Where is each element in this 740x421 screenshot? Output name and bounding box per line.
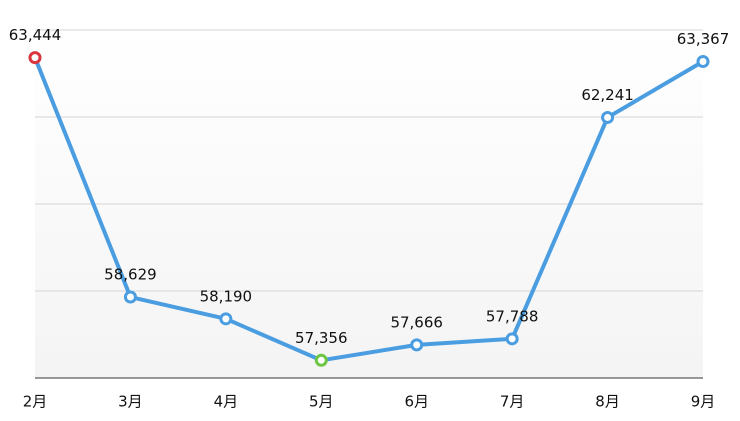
x-tick-label: 5月 <box>309 393 334 411</box>
data-label: 58,190 <box>200 287 253 305</box>
x-tick-label: 7月 <box>500 393 525 411</box>
data-label: 63,444 <box>9 26 62 44</box>
x-tick-label: 9月 <box>691 393 716 411</box>
marker <box>314 353 328 367</box>
data-label: 57,788 <box>486 307 539 325</box>
marker <box>28 51 42 65</box>
data-label: 57,666 <box>390 313 443 331</box>
marker <box>696 54 710 68</box>
x-tick-label: 8月 <box>595 393 620 411</box>
marker <box>219 312 233 326</box>
data-label: 57,356 <box>295 329 348 347</box>
data-label: 63,367 <box>677 30 730 48</box>
marker <box>123 290 137 304</box>
x-tick-label: 3月 <box>118 393 143 411</box>
marker <box>505 332 519 346</box>
marker <box>601 110 615 124</box>
data-label: 62,241 <box>581 86 634 104</box>
line <box>33 56 705 363</box>
marker <box>410 338 424 352</box>
x-tick-label: 2月 <box>23 393 48 411</box>
x-tick-label: 4月 <box>214 393 239 411</box>
x-tick-label: 6月 <box>404 393 429 411</box>
data-label: 58,629 <box>104 266 157 284</box>
